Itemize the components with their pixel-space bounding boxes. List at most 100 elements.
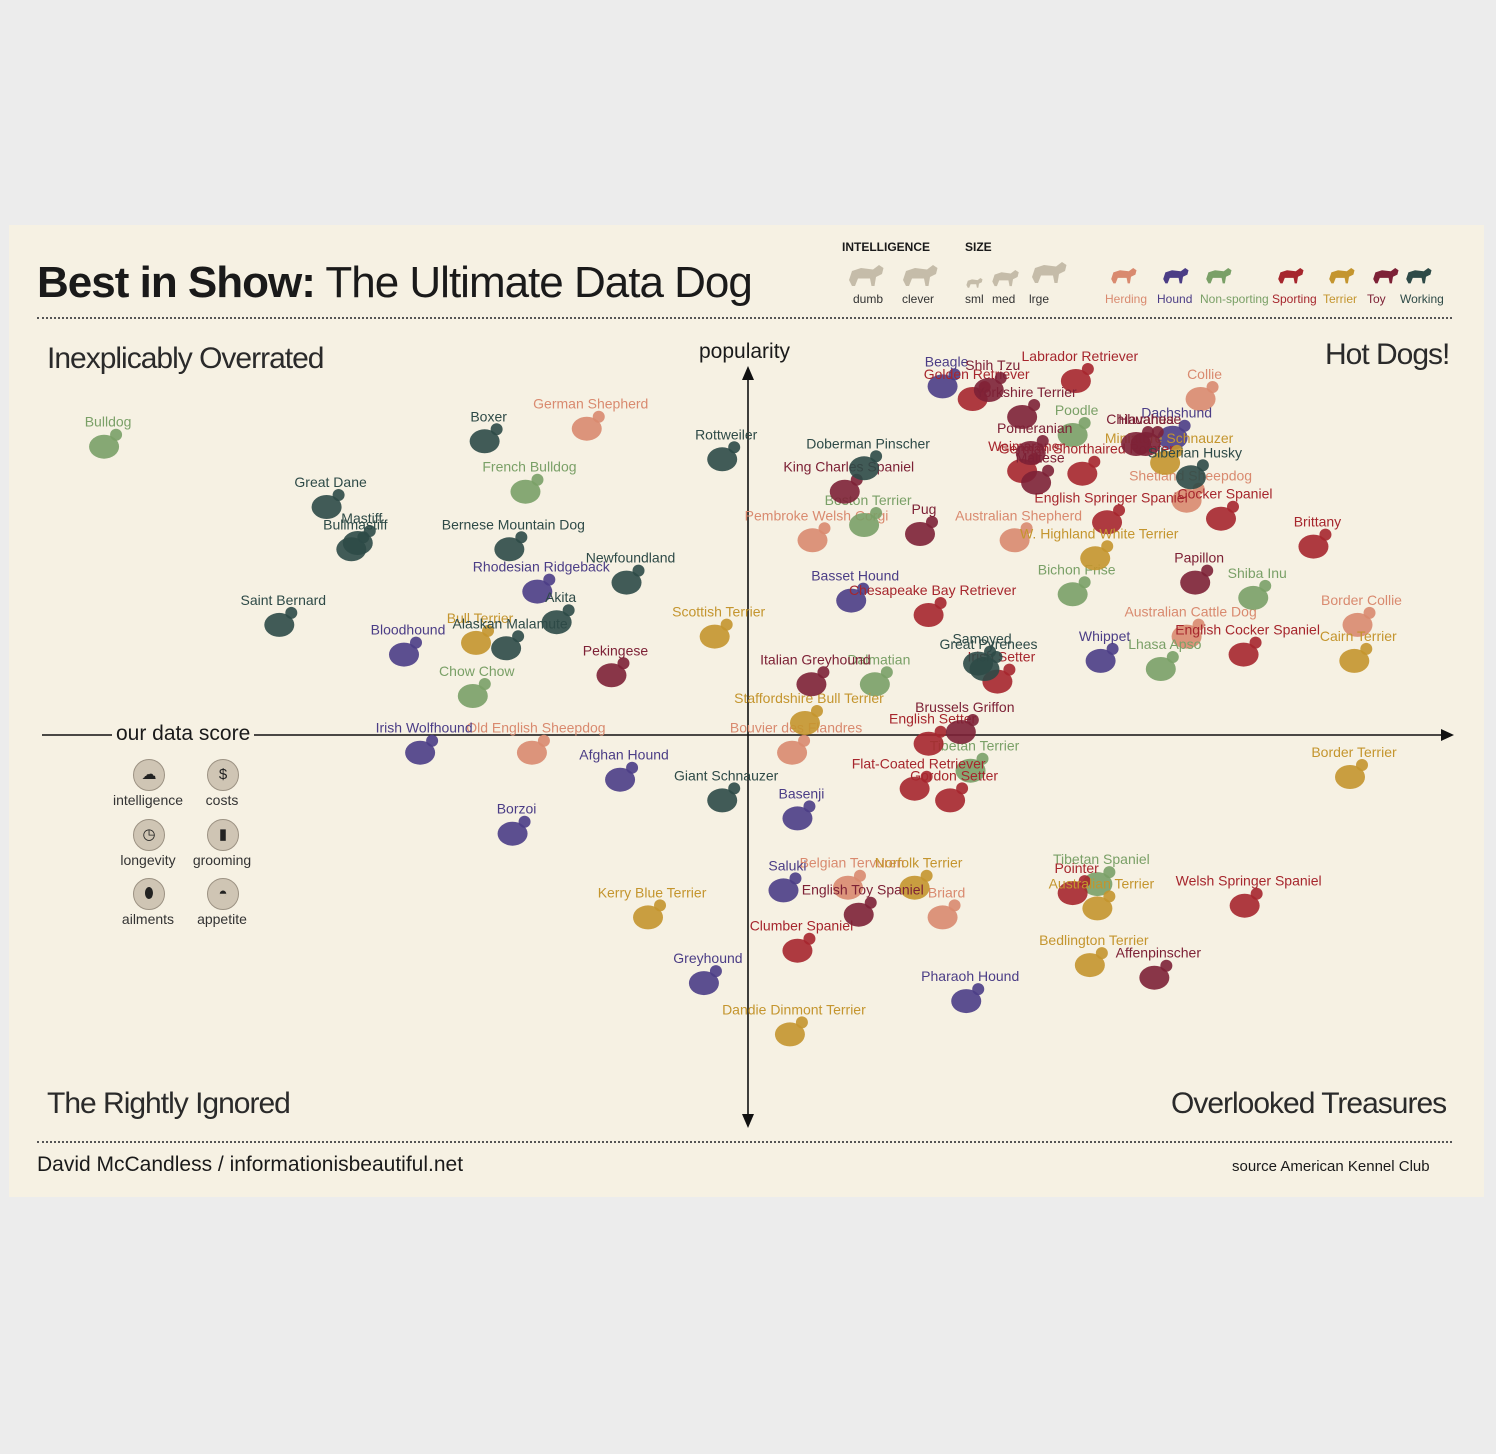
point-head-bull-terrier [482, 624, 495, 637]
legend-category-non-sporting: Non-sporting [1200, 292, 1269, 306]
point-clumber-spaniel [782, 938, 813, 963]
point-head-pekingese [617, 657, 630, 670]
point-english-cocker-spaniel [1228, 642, 1259, 667]
point-label-poodle: Poodle [1055, 402, 1099, 418]
point-label-akita: Akita [545, 589, 576, 605]
point-label-havanese: Havanese [1118, 411, 1181, 427]
point-label-boxer: Boxer [470, 408, 507, 424]
point-head-saint-bernard [285, 606, 298, 619]
dog-medium-icon [992, 270, 1019, 287]
point-label-cairn-terrier: Cairn Terrier [1320, 628, 1397, 644]
point-cairn-terrier [1339, 648, 1370, 673]
point-label-chihuahua: Chihuahua [1106, 411, 1174, 427]
clock-icon: ◷ [133, 819, 165, 851]
point-label-brittany: Brittany [1294, 514, 1341, 530]
point-head-german-shorthaired-pointer [1088, 455, 1101, 468]
point-head-greyhound [709, 965, 722, 978]
point-bloodhound [389, 642, 419, 667]
score-label-appetite: appetite [197, 911, 247, 927]
point-label-whippet: Whippet [1079, 628, 1130, 644]
legend-terrier-dog-icon [1329, 268, 1355, 284]
point-label-lhasa-apso: Lhasa Apso [1128, 636, 1201, 652]
point-label-king-charles-spaniel: King Charles Spaniel [783, 459, 914, 475]
point-gordon-setter [935, 788, 966, 813]
legend-herding-dog-icon [1111, 268, 1137, 284]
point-head-labrador-retriever [1081, 363, 1094, 375]
point-head-dandie-dinmont-terrier [795, 1016, 808, 1029]
point-yorkshire-terrier [1007, 405, 1038, 429]
point-label-pekingese: Pekingese [583, 642, 649, 658]
point-head-giant-schnauzer [728, 782, 741, 795]
point-label-pharaoh-hound: Pharaoh Hound [921, 968, 1019, 984]
point-head-irish-wolfhound [426, 734, 439, 747]
point-head-boxer [490, 423, 503, 436]
point-head-german-shepherd [592, 410, 605, 423]
point-pharaoh-hound [951, 989, 982, 1014]
point-papillon [1180, 570, 1211, 595]
data-source: source American Kennel Club [1232, 1158, 1430, 1175]
header-divider [37, 317, 1452, 319]
point-pointer [1057, 881, 1088, 906]
point-label-french-bulldog: French Bulldog [482, 459, 576, 475]
point-label-german-shepherd: German Shepherd [533, 396, 648, 412]
legend-toy-dog-icon [1373, 268, 1399, 284]
point-boxer [469, 429, 500, 454]
point-label-yorkshire-terrier: Yorkshire Terrier [976, 384, 1077, 400]
point-head-pharaoh-hound [972, 983, 985, 996]
point-head-cairn-terrier [1360, 642, 1373, 655]
point-head-chesapeake-bay-retriever [934, 597, 947, 609]
point-label-saluki: Saluki [768, 857, 806, 873]
point-label-labrador-retriever: Labrador Retriever [1022, 348, 1139, 364]
point-dalmatian [859, 672, 890, 697]
infographic-card [9, 225, 1484, 1197]
point-shih-tzu [973, 378, 1004, 402]
legend-category-sporting: Sporting [1272, 292, 1317, 306]
point-head-clumber-spaniel [803, 932, 816, 945]
point-german-shorthaired-pointer [1067, 461, 1098, 486]
point-cocker-spaniel [1206, 506, 1236, 531]
point-border-collie [1342, 612, 1373, 637]
point-head-borzoi [518, 815, 531, 828]
point-head-tibetan-spaniel [1103, 866, 1116, 879]
footer-divider [37, 1141, 1452, 1143]
point-bedlington-terrier [1074, 953, 1105, 978]
point-head-bouvier-des-flandres [798, 734, 811, 747]
point-label-tibetan-spaniel: Tibetan Spaniel [1053, 851, 1150, 867]
point-label-chow-chow: Chow Chow [439, 663, 515, 679]
point-head-pug [926, 516, 938, 528]
point-dachshund [1157, 425, 1188, 450]
point-head-dalmatian [880, 666, 893, 679]
point-label-chesapeake-bay-retriever: Chesapeake Bay Retriever [849, 582, 1017, 598]
point-bernese-mountain-dog [494, 537, 525, 562]
legend-working-dog-icon [1406, 268, 1432, 284]
point-greyhound [688, 971, 719, 996]
legend-category-hound: Hound [1157, 292, 1192, 306]
point-head-welsh-springer-spaniel [1250, 887, 1263, 900]
x-axis-label: our data score [112, 722, 255, 746]
point-head-newfoundland [632, 564, 645, 577]
point-label-briard: Briard [928, 884, 965, 900]
dog-dumb-icon [849, 265, 884, 286]
point-basenji [782, 806, 813, 831]
point-pekingese [596, 663, 627, 688]
point-english-toy-spaniel [843, 902, 874, 927]
point-label-alaskan-malamute: Alaskan Malamute [453, 615, 568, 631]
legend-category-terrier: Terrier [1323, 292, 1357, 306]
point-label-welsh-springer-spaniel: Welsh Springer Spaniel [1176, 873, 1322, 889]
dog-large-icon [1032, 262, 1067, 283]
score-label-intelligence: intelligence [112, 792, 184, 808]
point-rottweiler [707, 447, 738, 472]
comb-icon: ▮ [207, 819, 239, 851]
point-head-pointer [1078, 875, 1091, 888]
point-tibetan-terrier [955, 758, 986, 783]
point-bichon-frise [1057, 582, 1088, 607]
point-great-pyrenees [969, 657, 1000, 681]
point-label-english-toy-spaniel: English Toy Spaniel [802, 882, 924, 898]
point-label-bedlington-terrier: Bedlington Terrier [1039, 932, 1149, 948]
point-head-norfolk-terrier [920, 869, 933, 882]
point-head-english-toy-spaniel [864, 896, 877, 909]
point-label-border-collie: Border Collie [1321, 592, 1402, 608]
point-irish-wolfhound [405, 740, 436, 765]
point-english-setter [913, 731, 944, 756]
point-head-border-terrier [1356, 759, 1368, 771]
